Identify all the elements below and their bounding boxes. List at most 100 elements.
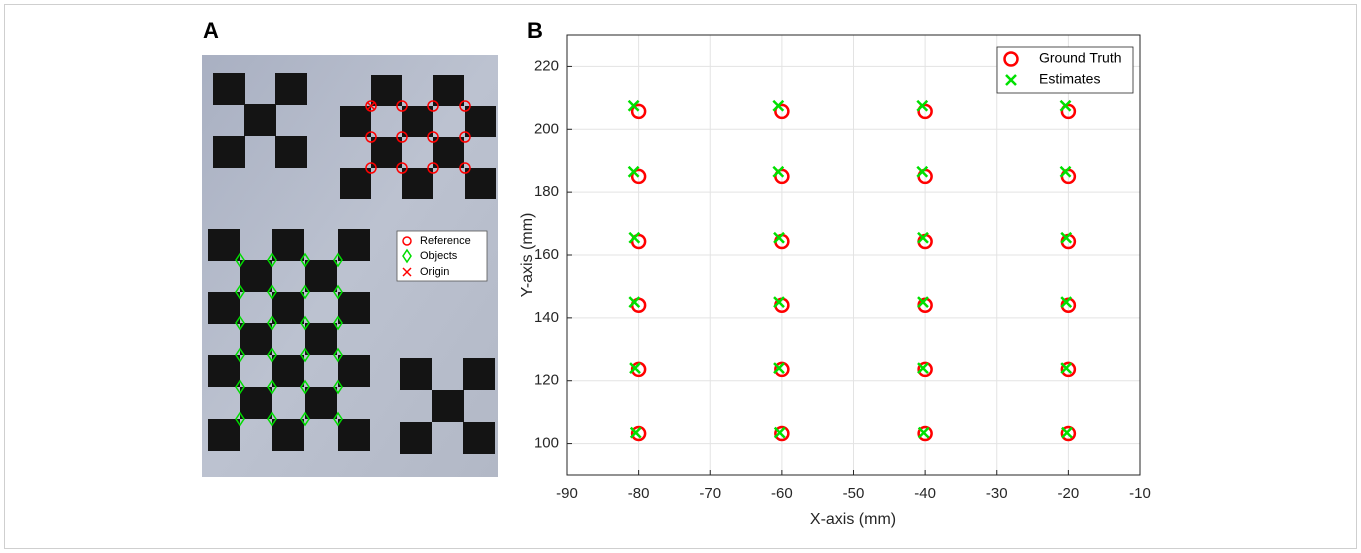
legend-label: Ground Truth: [1039, 50, 1122, 66]
point: [1061, 426, 1073, 439]
point: [628, 296, 641, 309]
point: [1060, 361, 1077, 378]
x-tick-label: -80: [628, 485, 650, 502]
legend-label: Estimates: [1039, 71, 1100, 87]
checker-square: [305, 260, 337, 292]
point: [1060, 231, 1073, 244]
photo-legend: Reference Objects Origin: [396, 230, 488, 282]
object-marker: [267, 347, 277, 363]
checker-square: [213, 73, 245, 105]
point: [1059, 99, 1072, 112]
legend-marker: [402, 267, 412, 277]
point: [627, 165, 640, 178]
object-marker: [235, 347, 245, 363]
panel-label: A: [203, 18, 219, 43]
point: [773, 231, 785, 244]
reference-marker: [365, 131, 377, 143]
plot: -90 -80 -70 -60 -50 -40 -30 -20 -10 100 120 140 160 1…: [534, 34, 1151, 502]
point: [773, 426, 786, 439]
point: [630, 168, 647, 185]
checker-square: [338, 419, 370, 451]
point: [917, 425, 933, 442]
checker-square: [305, 387, 337, 419]
checker-square: [338, 292, 370, 324]
object-marker: [333, 284, 343, 300]
point: [629, 426, 642, 439]
checker-square: [208, 419, 240, 451]
object-marker: [333, 315, 343, 331]
point: [917, 231, 929, 244]
point: [917, 296, 929, 309]
checker-square: [400, 358, 432, 390]
x-tick-label: -90: [556, 485, 578, 502]
checker-square: [400, 422, 432, 454]
x-tick-label: -70: [699, 485, 721, 502]
photo-content: [208, 73, 496, 454]
legend-label: Objects: [420, 250, 458, 262]
checker-square: [240, 260, 272, 292]
object-marker: [300, 284, 310, 300]
checker-square: [213, 136, 245, 168]
point: [774, 425, 790, 442]
checker-square: [433, 75, 464, 106]
checker-square: [244, 104, 276, 136]
point: [917, 426, 930, 439]
legend-box: [396, 230, 488, 282]
checker-square: [340, 106, 371, 137]
checker-square: [240, 323, 272, 355]
x-tick-label: -20: [1058, 485, 1080, 502]
legend-marker: [1003, 51, 1019, 67]
object-marker: [235, 379, 245, 395]
x-tick-label: -10: [1129, 485, 1151, 502]
object-marker: [333, 411, 343, 427]
point: [630, 425, 647, 442]
reference-marker: [459, 162, 471, 174]
point: [773, 362, 785, 375]
point: [1060, 296, 1073, 309]
checker-square: [465, 168, 496, 199]
point: [1060, 362, 1073, 375]
checker-square: [463, 422, 495, 454]
point: [1060, 425, 1077, 442]
y-tick-label: 200: [534, 120, 559, 137]
y-tick-label: 140: [534, 309, 559, 326]
point: [917, 361, 933, 378]
object-marker: [267, 379, 277, 395]
checker-square: [275, 136, 307, 168]
reference-marker: [459, 131, 471, 143]
point: [916, 99, 929, 112]
object-marker: [333, 252, 343, 268]
checker-square: [463, 358, 495, 390]
reference-marker: [396, 131, 408, 143]
reference-marker: [459, 100, 471, 112]
y-tick-label: 220: [534, 57, 559, 74]
checker-square: [402, 106, 433, 137]
checker-square: [272, 229, 304, 261]
reference-marker: [427, 100, 439, 112]
legend-marker: [402, 236, 412, 246]
reference-marker: [365, 100, 377, 112]
checker-square: [272, 292, 304, 324]
y-axis-label: Y-axis (mm): [519, 213, 536, 298]
legend-marker: [1005, 74, 1017, 86]
y-tick-label: 120: [534, 372, 559, 389]
object-marker: [300, 252, 310, 268]
x-tick-label: -50: [843, 485, 865, 502]
point: [774, 361, 790, 378]
checker-square: [340, 168, 371, 199]
legend-box: [996, 46, 1134, 94]
object-marker: [235, 252, 245, 268]
reference-marker: [427, 162, 439, 174]
reference-marker: [396, 100, 408, 112]
reference-marker: [427, 131, 439, 143]
legend-label: Reference: [420, 235, 471, 247]
checker-square: [402, 168, 433, 199]
checker-square: [240, 387, 272, 419]
legend: Ground Truth Estimates: [996, 46, 1134, 94]
checker-square: [208, 229, 240, 261]
point: [629, 362, 641, 375]
axes-box: [566, 34, 1141, 476]
x-tick-label: -60: [771, 485, 793, 502]
checker-square: [371, 75, 402, 106]
